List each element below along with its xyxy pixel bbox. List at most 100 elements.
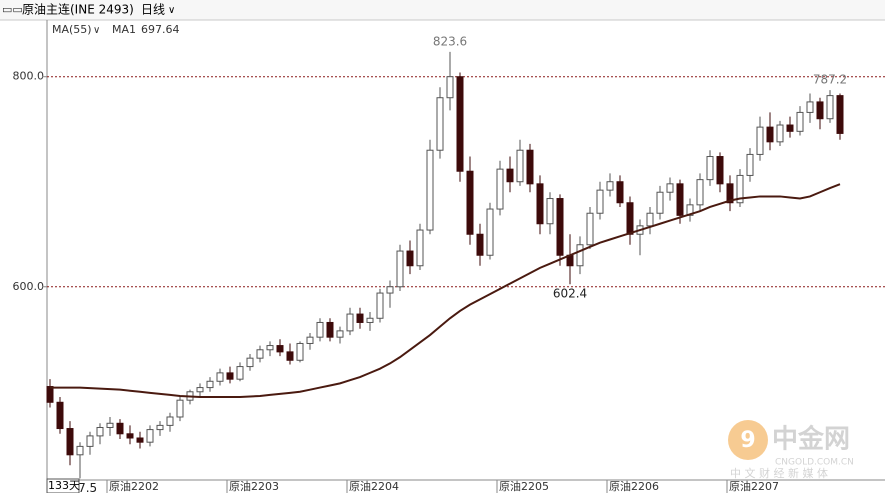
indicator-dropdown[interactable]: ∨ [93, 25, 100, 36]
candle-body [216, 372, 224, 382]
candle-body [526, 149, 534, 185]
candle-body [276, 345, 284, 353]
candle-body [86, 435, 94, 447]
candle-body [136, 437, 144, 443]
symbol[interactable]: 原油主连(INE 2493) [22, 2, 134, 17]
candle-body [836, 95, 844, 134]
candle-body [76, 445, 84, 456]
candle-body [576, 244, 584, 267]
candle-body [66, 428, 74, 456]
plot: 600.0 800.0 原油2202 原油2203 原油2204 原油2205 原油2206… [13, 34, 885, 493]
range-label: 133天 [48, 479, 80, 492]
candle-body [436, 97, 444, 151]
candle-body [296, 342, 304, 361]
watermark-logo-mark: 9 [740, 428, 755, 453]
candle-body [446, 76, 454, 99]
candle-body [656, 191, 664, 214]
candle-body [766, 126, 774, 143]
candle-body [46, 386, 54, 403]
candle-body [736, 174, 744, 204]
period[interactable]: 日线 [141, 3, 165, 17]
candle-body [126, 433, 134, 439]
candle-body [796, 111, 804, 132]
candle-body [716, 156, 724, 185]
candle-body [476, 233, 484, 256]
range-box [46, 478, 80, 493]
x-tick-label: 原油2203 [229, 479, 279, 493]
candle-body [166, 416, 174, 426]
candle-body [606, 181, 614, 191]
candle-body [376, 292, 384, 319]
price-annotation: 787.2 [813, 73, 847, 87]
candle-body [146, 429, 154, 443]
candle-body [596, 189, 604, 214]
candle-body [116, 422, 124, 435]
watermark-site: CNGOLD.COM.CN [775, 458, 854, 468]
candle-body [286, 351, 294, 361]
candle-body [96, 426, 104, 437]
candle-body [456, 76, 464, 172]
x-tick-label: 原油2206 [609, 479, 659, 493]
x-tick-label: 原油2204 [349, 479, 399, 493]
candle-body [706, 156, 714, 181]
candle-body [336, 330, 344, 338]
candle-body [396, 250, 404, 288]
price-annotation: 602.4 [553, 287, 587, 301]
candle-body [256, 349, 264, 359]
candle-body [506, 168, 514, 183]
period-dropdown[interactable]: ∨ [168, 5, 175, 16]
candle-body [496, 168, 504, 210]
candle-body [156, 424, 164, 431]
watermark: 9 中金网 CNGOLD.COM.CN 中 文 财 经 新 媒 体 [728, 420, 854, 480]
candle-body [366, 317, 374, 323]
candle-body [486, 208, 494, 256]
ma-last-value: 697.64 [141, 23, 180, 36]
candle-body [206, 380, 214, 389]
candle-body [356, 313, 364, 323]
candle-body [236, 366, 244, 380]
candle-body [316, 321, 324, 338]
y-tick-label: 600.0 [13, 280, 45, 293]
candle-body [686, 204, 694, 216]
indicator[interactable]: MA(55) [52, 23, 92, 36]
candle-body [426, 149, 434, 231]
candle-body [306, 336, 314, 344]
candle-body [246, 357, 254, 368]
candle-body [756, 126, 764, 155]
candle-body [826, 95, 834, 120]
candle-body [416, 229, 424, 267]
candle-body [616, 181, 624, 204]
x-tick-label: 原油2207 [729, 479, 779, 493]
candle-body [786, 124, 794, 132]
candle-body [196, 387, 204, 393]
candle-body [346, 313, 354, 332]
candle-body [56, 401, 64, 430]
ma-line [50, 183, 841, 399]
candle-body [776, 124, 784, 143]
candle-body [546, 198, 554, 225]
candle-body [536, 183, 544, 225]
candle-body [806, 101, 814, 113]
watermark-slogan: 中 文 财 经 新 媒 体 [730, 466, 828, 480]
candle-body [106, 422, 114, 428]
candle-body [176, 399, 184, 418]
candle-body [516, 149, 524, 183]
candle-body [466, 170, 474, 235]
candle-body [666, 183, 674, 193]
ma-legend: MA1 [112, 23, 136, 36]
candle-body [406, 250, 414, 267]
candle-body [726, 183, 734, 204]
candle-body [746, 153, 754, 176]
menu-icon[interactable]: ▭▭ [2, 3, 23, 16]
candle-body [646, 212, 654, 227]
candle-body [586, 212, 594, 246]
y-tick-label: 800.0 [13, 70, 45, 83]
header-bar [0, 0, 885, 20]
x-tick-label: 原油2205 [499, 479, 549, 493]
watermark-logo [728, 420, 768, 460]
candle-body [266, 345, 274, 351]
x-tick-label: 原油2202 [109, 479, 159, 493]
candle-body [386, 286, 394, 294]
